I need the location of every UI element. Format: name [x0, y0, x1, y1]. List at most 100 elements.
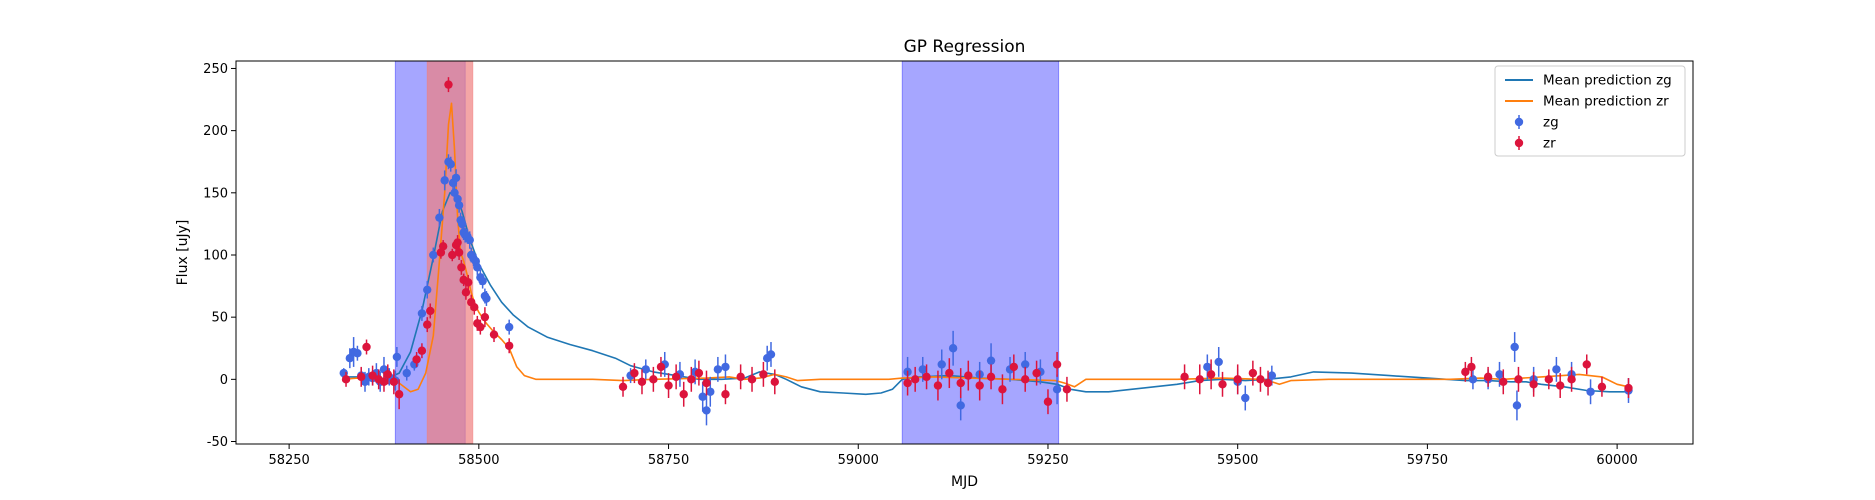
zr-marker [1233, 375, 1242, 384]
zr-marker [1567, 375, 1576, 384]
zg-marker [713, 365, 723, 374]
zr-marker [1556, 381, 1565, 390]
zg-point [698, 381, 707, 412]
zr-point [945, 358, 954, 389]
zr-marker [910, 375, 920, 384]
zr-marker [1582, 360, 1591, 369]
zr-point [461, 284, 471, 300]
zg-point [1214, 347, 1223, 377]
zr-marker [423, 320, 432, 329]
zr-marker [1263, 378, 1273, 388]
zg-marker [698, 392, 707, 401]
zr-point [1195, 364, 1204, 395]
zr-point [417, 343, 427, 359]
legend: Mean prediction zg Mean prediction zr zg zr [1494, 65, 1686, 157]
zg-marker [918, 365, 927, 374]
zr-point [1180, 364, 1189, 390]
zg-point [948, 330, 958, 366]
x-axis-label: MJD [951, 474, 978, 490]
zg-point [1241, 385, 1250, 411]
legend-label: Mean prediction zg [1543, 73, 1672, 89]
zg-marker [956, 401, 965, 410]
zr-marker [770, 377, 779, 387]
zr-marker [438, 242, 448, 251]
zr-marker [1021, 375, 1030, 384]
zr-point [664, 373, 673, 398]
zg-point [429, 247, 438, 263]
legend-marker-swatch [1514, 117, 1524, 127]
zr-point [1043, 389, 1053, 415]
zr-point [438, 240, 448, 253]
zg-marker [1495, 370, 1504, 379]
zr-marker [470, 303, 479, 312]
zg-point [1510, 332, 1519, 362]
zr-point [1256, 366, 1265, 392]
zr-marker [759, 370, 768, 379]
zr-marker [357, 372, 366, 382]
zr-marker [389, 377, 399, 387]
zr-marker [454, 248, 464, 257]
zr-marker [945, 368, 954, 378]
zr-marker [453, 238, 462, 247]
zg-point [454, 197, 464, 213]
zr-point [910, 366, 920, 392]
x-tick-label: 59250 [1027, 453, 1068, 468]
zr-marker [476, 322, 485, 332]
zr-marker [1624, 383, 1633, 393]
zr-point [470, 299, 479, 315]
zr-point [1529, 371, 1538, 397]
zr-marker [426, 306, 435, 316]
zr-point [341, 371, 351, 387]
zr-point [489, 327, 499, 343]
y-tick-label: 50 [211, 311, 228, 326]
zr-point [383, 364, 392, 385]
y-axis-ticks: -50 0 50 100 150 200 250 [203, 62, 236, 450]
zg-marker [457, 219, 467, 229]
legend-label: zr [1543, 136, 1556, 152]
zg-marker [706, 387, 715, 396]
zg-marker [1586, 387, 1595, 396]
zr-point [1582, 354, 1591, 375]
zg-marker [1267, 371, 1277, 380]
zr-point [702, 370, 711, 396]
zr-marker [379, 377, 389, 387]
zr-marker [747, 375, 757, 384]
zr-point [1624, 378, 1633, 398]
y-tick-label: 200 [203, 124, 228, 139]
zr-point [903, 370, 912, 396]
zg-point [713, 356, 723, 382]
zr-marker [649, 375, 658, 384]
zg-marker [402, 368, 411, 378]
zr-point [457, 259, 466, 275]
zr-point [956, 368, 965, 398]
zr-point [454, 245, 464, 260]
zr-marker [1514, 375, 1523, 384]
zr-point [1461, 361, 1470, 382]
zr-point [933, 370, 943, 401]
zg-point [435, 208, 444, 227]
zr-point [1218, 371, 1227, 397]
y-tick-label: 250 [203, 62, 228, 77]
zr-marker [664, 381, 673, 390]
zr-marker [368, 371, 377, 380]
zr-point [1248, 360, 1258, 386]
zg-marker [1552, 365, 1561, 374]
zr-point [759, 361, 768, 387]
zr-marker [461, 288, 471, 297]
zg-point [1052, 374, 1062, 405]
x-tick-label: 60000 [1596, 453, 1637, 468]
x-tick-label: 59750 [1407, 453, 1448, 468]
data-points [339, 77, 1633, 426]
zr-marker [1180, 372, 1189, 382]
zr-point [1233, 364, 1242, 395]
zr-point [998, 374, 1007, 405]
zg-marker [1468, 375, 1478, 384]
zr-point [964, 360, 973, 391]
zg-marker [392, 352, 402, 362]
zr-marker [956, 378, 965, 388]
y-axis-label: Flux [uJy] [175, 220, 191, 286]
zr-point [1544, 369, 1554, 390]
y-tick-label: -50 [207, 435, 228, 450]
zg-marker [504, 322, 514, 332]
zg-marker [1241, 393, 1250, 403]
